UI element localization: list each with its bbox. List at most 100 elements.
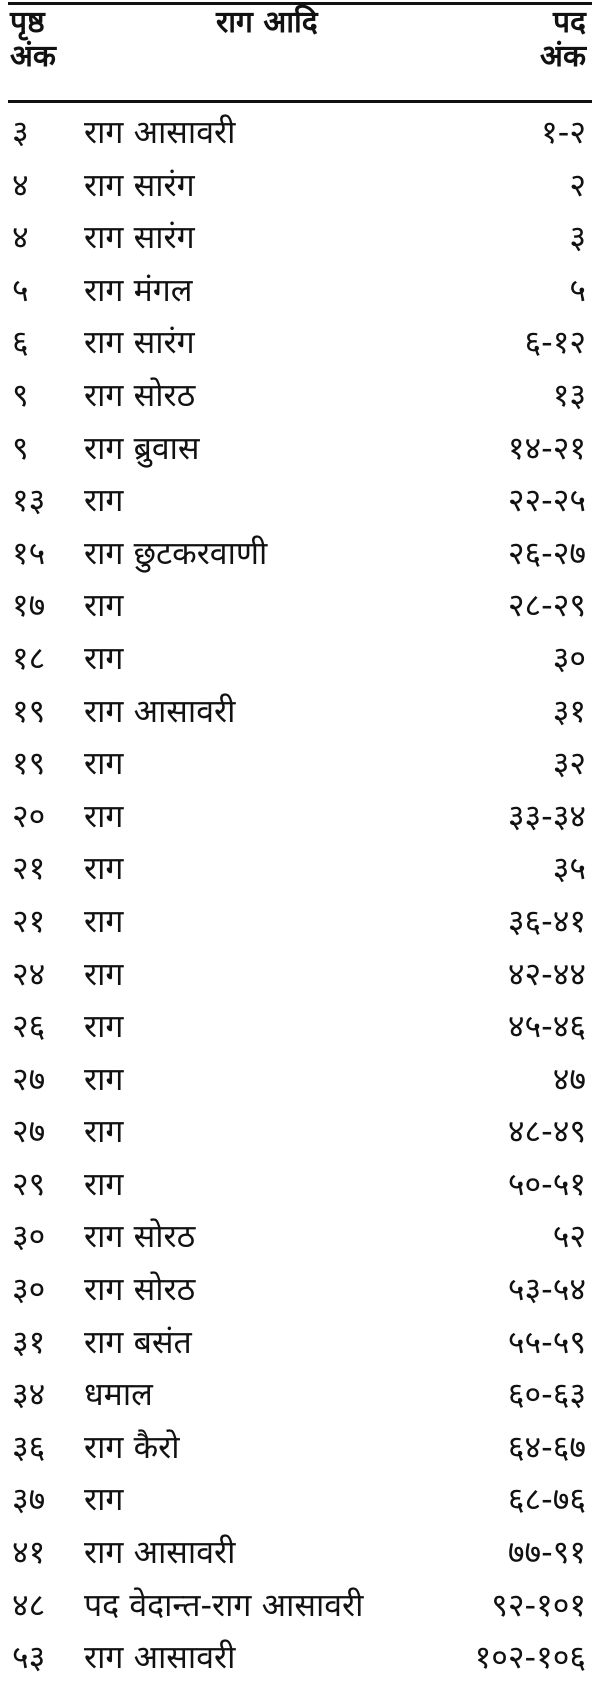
table-row: ३७ राग ६८-७६ — [0, 1473, 600, 1526]
pad-number: ३ — [569, 218, 586, 257]
table-row: ४१ राग आसावरी ७७-९१ — [0, 1526, 600, 1579]
page-number: ३७ — [12, 1480, 46, 1519]
pad-number: ४५-४६ — [507, 1007, 586, 1046]
pad-number: १४-२१ — [507, 428, 586, 467]
table-row: १७ राग २८-२९ — [0, 579, 600, 632]
raga-name: राग सारंग — [84, 165, 195, 204]
pad-number: ७७-९१ — [507, 1533, 586, 1572]
header-page-line1: पृष्ठ — [10, 5, 45, 40]
raga-name: राग — [84, 901, 124, 940]
page-number: २० — [12, 796, 46, 835]
pad-number: ५५-५९ — [507, 1322, 586, 1361]
index-table: ३ राग आसावरी १-२ ४ राग सारंग २ ४ राग सारंग ३ ५ राग… — [0, 106, 600, 1684]
pad-number: ९२-१०१ — [491, 1585, 586, 1624]
pad-number: ५ — [569, 270, 586, 309]
pad-number: १०२-१०६ — [474, 1638, 586, 1677]
page-number: ९ — [12, 375, 29, 414]
pad-number: ३३-३४ — [507, 796, 586, 835]
page-number: ३० — [12, 1270, 46, 1309]
page-number: ३६ — [12, 1427, 46, 1466]
raga-name: राग — [84, 796, 124, 835]
table-row: २६ राग ४५-४६ — [0, 1000, 600, 1053]
header-pad-number: पद अंक — [540, 6, 586, 74]
table-row: ६ राग सारंग ६-१२ — [0, 316, 600, 369]
page-number: २९ — [12, 1164, 46, 1203]
pad-number: ३१ — [552, 691, 586, 730]
pad-number: ६-१२ — [524, 323, 586, 362]
table-row: १३ राग २२-२५ — [0, 474, 600, 527]
header-page-number: पृष्ठ अंक — [10, 6, 56, 74]
page-number: ४८ — [12, 1585, 46, 1624]
raga-name: राग — [84, 744, 124, 783]
header-raga: राग आदि — [216, 5, 318, 40]
pad-number: ५०-५१ — [507, 1164, 586, 1203]
pad-number: ४२-४४ — [507, 954, 586, 993]
page-number: ९ — [12, 428, 29, 467]
pad-number: २६-२७ — [507, 533, 586, 572]
raga-name: राग सोरठ — [84, 375, 196, 414]
top-rule — [8, 2, 592, 5]
raga-name: राग ब्रुवास — [84, 428, 200, 467]
page-number: ४ — [12, 218, 29, 257]
page-number: ४ — [12, 165, 29, 204]
raga-name: राग मंगल — [84, 270, 193, 309]
page-number: १८ — [12, 638, 46, 677]
pad-number: ३६-४१ — [507, 901, 586, 940]
table-row: २७ राग ४७ — [0, 1053, 600, 1106]
header-pad-line2: अंक — [540, 39, 586, 74]
page-number: ३१ — [12, 1322, 46, 1361]
pad-number: ६४-६७ — [507, 1427, 586, 1466]
page-number: १७ — [12, 586, 46, 625]
page-number: ६ — [12, 323, 29, 362]
pad-number: २ — [569, 165, 586, 204]
pad-number: ३२ — [552, 744, 586, 783]
table-row: ९ राग सोरठ १३ — [0, 369, 600, 422]
table-row: १५ राग छुटकरवाणी २६-२७ — [0, 527, 600, 580]
raga-name: राग — [84, 481, 124, 520]
page-number: १९ — [12, 691, 46, 730]
page-number: २६ — [12, 1007, 46, 1046]
page-number: २४ — [12, 954, 46, 993]
pad-number: ३५ — [552, 849, 586, 888]
pad-number: ४८-४९ — [507, 1112, 586, 1151]
table-row: ९ राग ब्रुवास १४-२१ — [0, 422, 600, 475]
page-number: १३ — [12, 481, 46, 520]
page-number: ३ — [12, 113, 29, 151]
pad-number: ६८-७६ — [507, 1480, 586, 1519]
table-row: ४ राग सारंग २ — [0, 159, 600, 212]
pad-number: १३ — [552, 375, 586, 414]
raga-name: राग छुटकरवाणी — [84, 533, 268, 572]
pad-number: ६०-६३ — [507, 1375, 586, 1414]
table-row: २७ राग ४८-४९ — [0, 1105, 600, 1158]
raga-name: राग सारंग — [84, 218, 195, 257]
table-row: ५३ राग आसावरी १०२-१०६ — [0, 1631, 600, 1684]
table-row: ३४ धमाल ६०-६३ — [0, 1368, 600, 1421]
raga-name: धमाल — [84, 1375, 153, 1414]
table-row: ३० राग सोरठ ५२ — [0, 1210, 600, 1263]
raga-name: राग बसंत — [84, 1322, 192, 1361]
page-number: १५ — [12, 533, 46, 572]
raga-name: राग कैरो — [84, 1427, 180, 1466]
table-row: २१ राग ३६-४१ — [0, 895, 600, 948]
raga-name: राग — [84, 1112, 124, 1151]
table-row: ५ राग मंगल ५ — [0, 264, 600, 317]
table-row: ४८ पद वेदान्त-राग आसावरी ९२-१०१ — [0, 1579, 600, 1632]
table-row: ३६ राग कैरो ६४-६७ — [0, 1421, 600, 1474]
table-row: २४ राग ४२-४४ — [0, 948, 600, 1001]
pad-number: ३० — [552, 638, 586, 677]
page-number: ५ — [12, 270, 29, 309]
raga-name: राग सोरठ — [84, 1217, 196, 1256]
header-rule — [8, 100, 592, 103]
page-number: ४१ — [12, 1533, 46, 1572]
page-number: २१ — [12, 849, 46, 888]
raga-name: राग आसावरी — [84, 691, 236, 730]
table-row: २१ राग ३५ — [0, 842, 600, 895]
raga-name: राग — [84, 1059, 124, 1098]
raga-name: राग — [84, 638, 124, 677]
raga-name: पद वेदान्त-राग आसावरी — [84, 1585, 364, 1624]
pad-number: ४७ — [552, 1059, 586, 1098]
table-row: १९ राग आसावरी ३१ — [0, 685, 600, 738]
table-row: २९ राग ५०-५१ — [0, 1158, 600, 1211]
page-number: १९ — [12, 744, 46, 783]
pad-number: ५२ — [552, 1217, 586, 1256]
